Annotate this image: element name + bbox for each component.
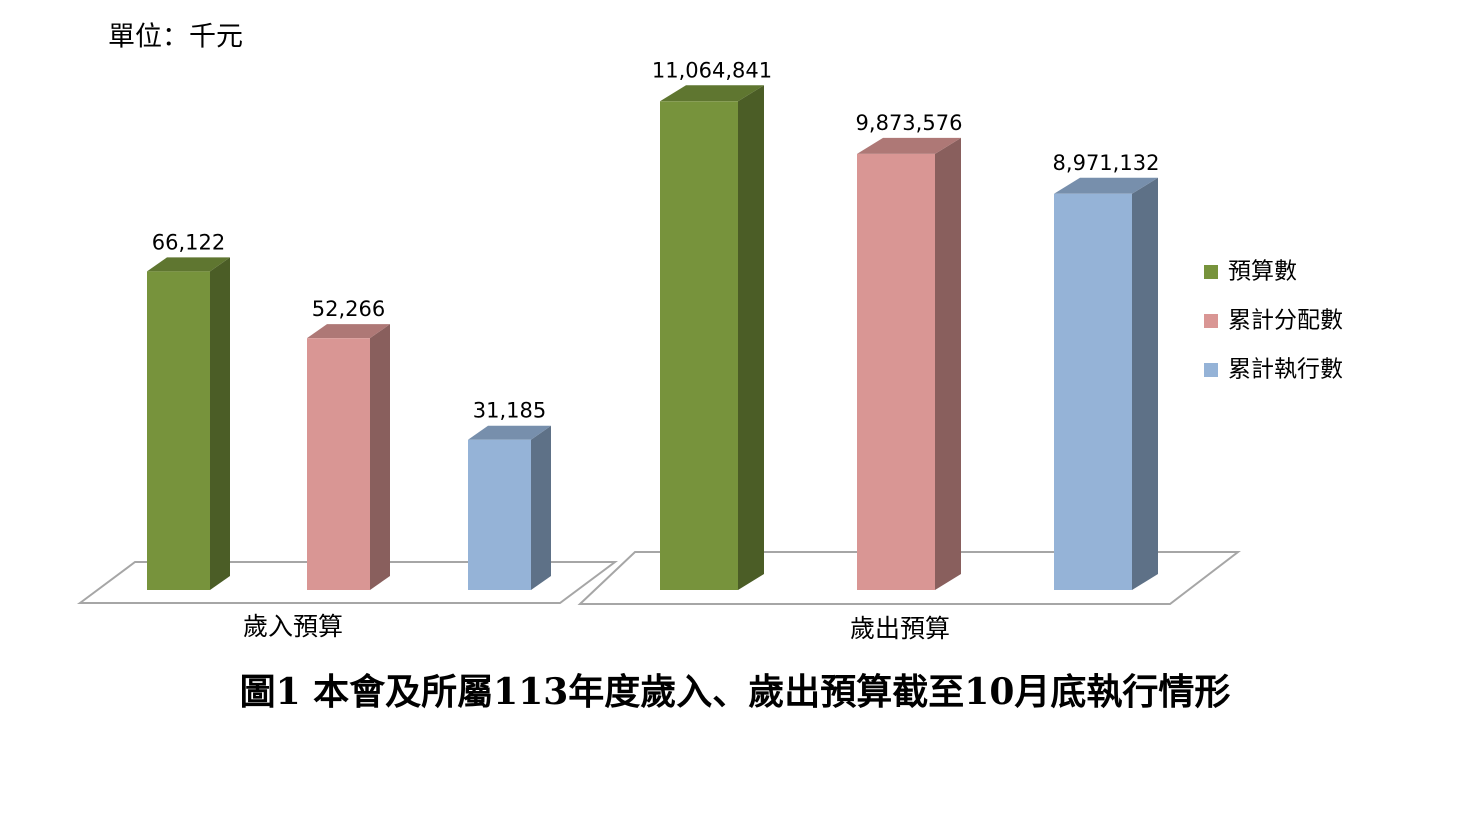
legend-swatch — [1204, 363, 1218, 377]
x-tick-label: 歲出預算 — [850, 614, 950, 643]
legend-label: 累計執行數 — [1228, 357, 1343, 383]
bar-side — [531, 425, 551, 590]
bar-side — [738, 85, 764, 590]
bar-side — [210, 257, 230, 590]
chart-title: 圖1 本會及所屬113年度歲入、歲出預算截至10月底執行情形 — [240, 671, 1231, 713]
bar-top — [147, 257, 230, 272]
data-label: 52,266 — [312, 297, 385, 321]
bar — [147, 271, 210, 590]
legend-swatch — [1204, 265, 1218, 279]
data-label: 11,064,841 — [652, 58, 772, 82]
x-tick-label: 歲入預算 — [243, 612, 343, 641]
bar-top — [1054, 177, 1158, 194]
bar-top — [307, 324, 390, 339]
legend-label: 累計分配數 — [1228, 308, 1343, 334]
legend-label: 預算數 — [1228, 259, 1297, 285]
bar — [1054, 193, 1132, 590]
bar-side — [370, 324, 390, 590]
bar-top — [660, 85, 764, 102]
bar — [660, 101, 738, 590]
legend-swatch — [1204, 314, 1218, 328]
data-label: 66,122 — [152, 230, 225, 254]
data-label: 9,873,576 — [856, 111, 963, 135]
unit-label: 單位：千元 — [108, 22, 243, 53]
bar — [307, 338, 370, 590]
bar-top — [468, 425, 551, 440]
data-label: 31,185 — [473, 399, 546, 423]
bar-side — [1132, 177, 1158, 590]
data-label: 8,971,132 — [1053, 151, 1160, 175]
bar-side — [935, 137, 961, 590]
bar — [857, 153, 935, 590]
bar-top — [857, 137, 961, 154]
bar — [468, 439, 531, 590]
